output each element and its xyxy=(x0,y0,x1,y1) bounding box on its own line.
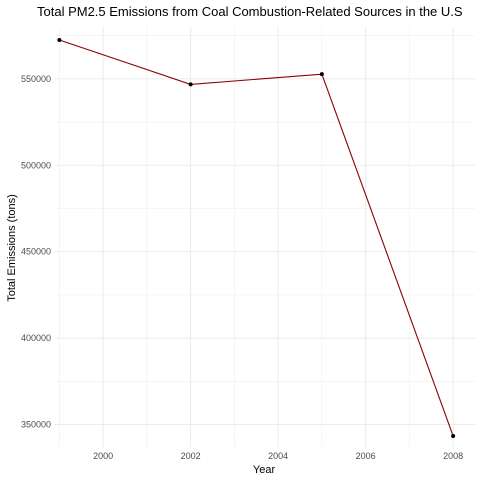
y-tick-label: 400000 xyxy=(21,333,51,343)
data-point xyxy=(57,37,62,42)
x-tick-label: 2002 xyxy=(181,451,201,461)
x-tick-label: 2006 xyxy=(356,451,376,461)
data-point xyxy=(188,82,193,87)
y-tick-label: 550000 xyxy=(21,74,51,84)
grid-layer xyxy=(55,27,475,447)
x-axis-title: Year xyxy=(253,464,276,476)
x-tick-label: 2000 xyxy=(93,451,113,461)
tick-label-layer: 2000 2002 2004 2006 2008 350000 400000 450000 50… xyxy=(21,74,463,461)
y-tick-label: 450000 xyxy=(21,247,51,257)
y-axis-title: Total Emissions (tons) xyxy=(6,194,18,302)
series-layer xyxy=(57,37,456,438)
emissions-line xyxy=(59,39,454,437)
y-tick-label: 350000 xyxy=(21,420,51,430)
y-tick-label: 500000 xyxy=(21,160,51,170)
x-tick-label: 2004 xyxy=(268,451,288,461)
x-tick-label: 2008 xyxy=(443,451,463,461)
data-point xyxy=(319,72,324,77)
data-point xyxy=(451,433,456,438)
chart-title: Total PM2.5 Emissions from Coal Combusti… xyxy=(37,4,463,19)
